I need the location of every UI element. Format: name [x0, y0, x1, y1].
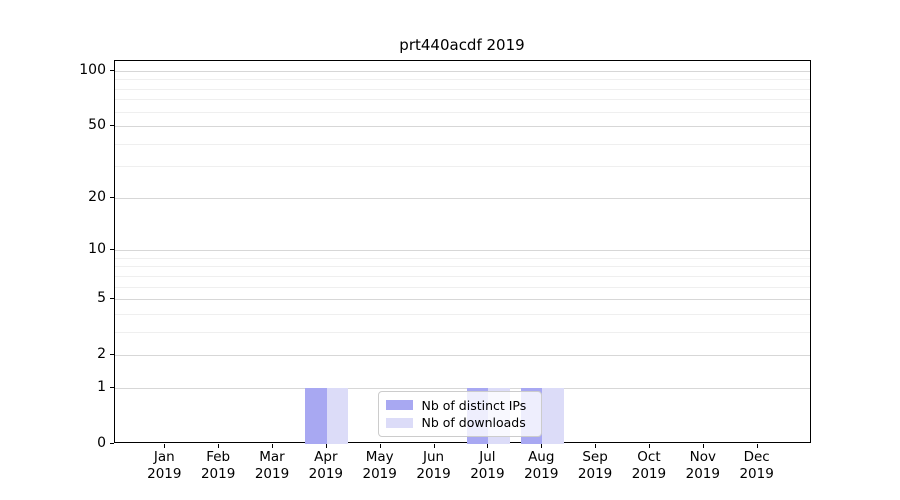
y-gridline-minor — [114, 88, 810, 90]
y-gridline-major — [114, 70, 810, 72]
x-tick-label: Nov 2019 — [674, 449, 732, 482]
y-gridline-minor — [114, 275, 810, 277]
x-tick-year: 2019 — [200, 465, 236, 482]
x-tick-month: Jul — [479, 449, 496, 465]
x-tick-mark — [164, 443, 166, 448]
y-tick-mark — [109, 196, 114, 198]
x-tick-mark — [379, 443, 381, 448]
plot-area: Nb of distinct IPs Nb of downloads — [113, 59, 811, 444]
bar-downloads — [326, 387, 349, 444]
x-tick-label: Feb 2019 — [189, 449, 247, 482]
x-tick-month: Sep — [582, 449, 608, 465]
x-tick-year: 2019 — [739, 465, 774, 482]
y-tick-label: 5 — [97, 290, 106, 307]
x-tick-year: 2019 — [308, 465, 344, 482]
y-gridline-major — [114, 387, 810, 389]
y-tick-label: 2 — [97, 346, 106, 363]
x-tick-month: Jun — [423, 449, 445, 465]
x-tick-mark — [702, 443, 704, 448]
x-tick-year: 2019 — [254, 465, 290, 482]
x-tick-month: Dec — [743, 449, 770, 465]
y-gridline-minor — [114, 331, 810, 333]
x-tick-month: Nov — [689, 449, 716, 465]
x-tick-month: Apr — [314, 449, 338, 465]
x-tick-month: May — [365, 449, 394, 465]
x-tick-year: 2019 — [631, 465, 667, 482]
y-tick-label: 50 — [88, 117, 106, 134]
legend: Nb of distinct IPs Nb of downloads — [377, 390, 542, 437]
y-gridline-minor — [114, 166, 810, 168]
y-gridline-minor — [114, 257, 810, 259]
y-tick-mark — [109, 386, 114, 388]
x-tick-mark — [272, 443, 273, 448]
bar-distinct-ips — [305, 387, 327, 444]
bar-downloads — [542, 387, 564, 444]
y-tick-label: 20 — [88, 188, 106, 205]
x-tick-label: May 2019 — [351, 449, 409, 482]
y-gridline-major — [114, 197, 810, 199]
x-tick-mark — [756, 443, 758, 448]
x-tick-label: Mar 2019 — [243, 449, 301, 482]
x-tick-label: Aug 2019 — [512, 449, 570, 482]
legend-item: Nb of distinct IPs — [385, 397, 534, 414]
y-tick-label: 100 — [79, 61, 106, 78]
x-tick-month: Oct — [637, 449, 661, 465]
x-tick-mark — [218, 443, 220, 448]
y-gridline-minor — [114, 143, 810, 145]
y-gridline-major — [114, 299, 810, 301]
y-gridline-major — [114, 126, 810, 128]
y-gridline-minor — [114, 79, 810, 81]
y-gridline-minor — [114, 286, 810, 288]
y-gridline-minor — [114, 313, 810, 315]
y-gridline-minor — [114, 111, 810, 113]
x-tick-year: 2019 — [362, 465, 397, 482]
legend-swatch — [385, 400, 413, 411]
y-tick-mark — [109, 298, 114, 300]
chart-title: prt440acdf 2019 — [399, 36, 525, 54]
x-tick-year: 2019 — [416, 465, 451, 482]
x-tick-mark — [487, 443, 489, 448]
y-tick-mark — [109, 69, 114, 71]
x-tick-mark — [595, 443, 597, 448]
legend-swatch — [385, 417, 413, 428]
y-tick-label: 1 — [97, 378, 106, 395]
legend-item: Nb of downloads — [385, 414, 534, 431]
x-tick-label: Jun 2019 — [405, 449, 463, 482]
x-tick-mark — [433, 443, 435, 448]
y-tick-mark — [109, 125, 114, 127]
x-tick-mark — [325, 443, 327, 448]
x-tick-label: Jan 2019 — [135, 449, 193, 482]
y-tick-mark — [109, 249, 114, 251]
x-tick-label: Sep 2019 — [566, 449, 624, 482]
x-tick-label: Apr 2019 — [297, 449, 355, 482]
x-tick-month: Jan — [153, 449, 175, 465]
y-gridline-minor — [114, 266, 810, 268]
x-tick-year: 2019 — [524, 465, 559, 482]
y-tick-mark — [109, 443, 114, 444]
x-tick-mark — [648, 443, 650, 448]
x-tick-label: Jul 2019 — [458, 449, 516, 482]
y-gridline-major — [114, 250, 810, 252]
x-tick-mark — [541, 443, 543, 448]
y-tick-mark — [109, 354, 114, 356]
x-tick-label: Oct 2019 — [620, 449, 678, 482]
y-tick-label: 0 — [97, 435, 106, 451]
x-tick-month: Feb — [206, 449, 231, 465]
x-tick-year: 2019 — [685, 465, 720, 482]
x-tick-year: 2019 — [577, 465, 613, 482]
x-tick-month: Aug — [528, 449, 555, 465]
x-tick-year: 2019 — [470, 465, 505, 482]
x-tick-label: Dec 2019 — [728, 449, 786, 482]
legend-label: Nb of downloads — [421, 415, 526, 431]
y-gridline-minor — [114, 99, 810, 101]
x-tick-year: 2019 — [147, 465, 182, 482]
legend-label: Nb of distinct IPs — [421, 397, 527, 413]
x-tick-month: Mar — [259, 449, 285, 465]
y-tick-label: 10 — [88, 241, 106, 258]
y-gridline-major — [114, 355, 810, 357]
